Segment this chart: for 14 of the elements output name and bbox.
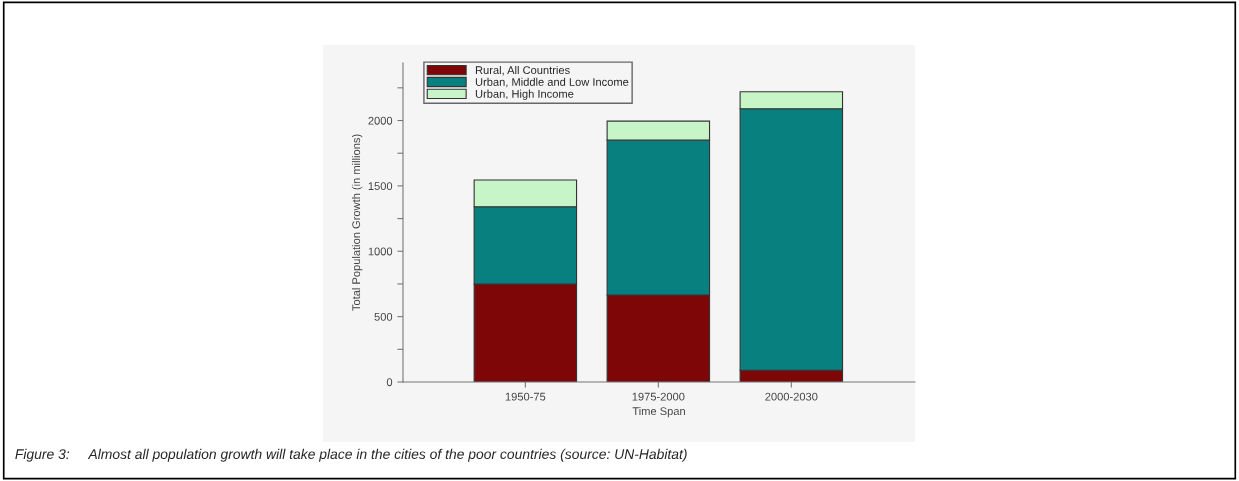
caption: Figure 3: Almost all population growth will take place in the cities of the poor countries (source: UN-Habitat): [15, 448, 687, 462]
y-tick-label: 1500: [368, 182, 393, 191]
y-tick-label: 500: [374, 312, 393, 321]
y-tick-label: 2000: [368, 116, 393, 125]
x-axis-title: Time Span: [632, 406, 685, 418]
legend-label: Urban, Middle and Low Income: [475, 77, 629, 88]
x-tick-label: 1950-75: [505, 392, 546, 401]
y-tick-label: 0: [386, 378, 393, 387]
x-tick-label: 2000-2030: [765, 392, 818, 401]
y-tick-label: 1000: [368, 247, 393, 256]
x-tick-label: 1975-2000: [632, 392, 685, 401]
y-axis-title: Total Population Growth (in millions): [351, 134, 363, 311]
legend-label: Rural, All Countries: [475, 65, 570, 76]
legend-label: Urban, High Income: [475, 89, 574, 100]
